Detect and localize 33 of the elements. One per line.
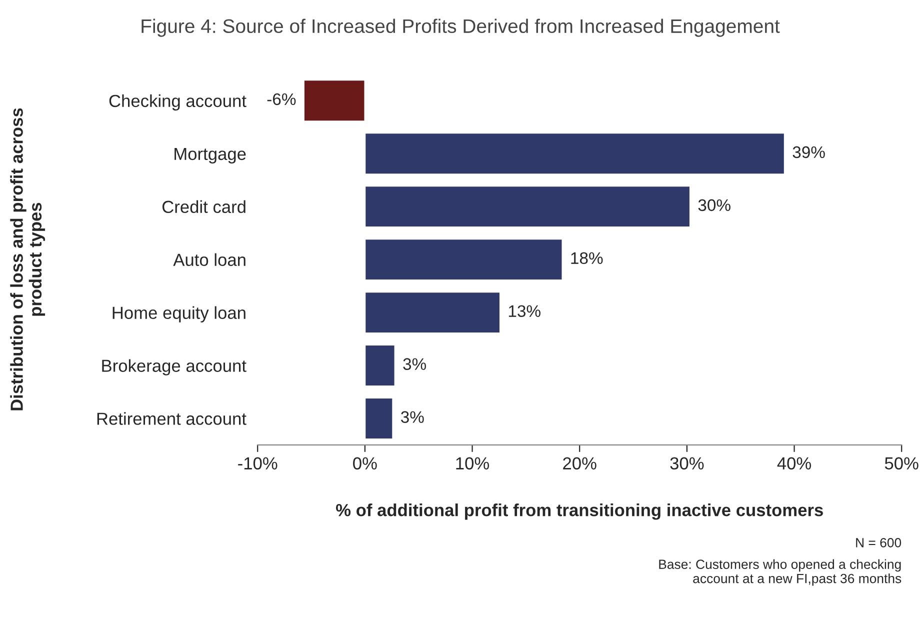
data-label: 3% [403,358,426,370]
bar [364,344,396,387]
data-label: 13% [508,305,540,318]
text: N = 600 [856,538,902,548]
y-tick-label: Auto loan [173,253,246,266]
x-tick-label: -10% [238,457,278,470]
x-tick-label: 20% [563,457,596,470]
bar [364,397,394,440]
data-label: 3% [400,411,424,423]
data-label: 30% [698,199,730,212]
y-tick-label: Credit card [162,200,246,214]
bar [364,132,786,175]
bar [364,291,501,334]
data-label: -6% [267,93,296,106]
bar [364,238,564,281]
bar [303,79,366,122]
y-tick-label: Checking account [109,94,246,111]
y-tick-label: Brokerage account [102,359,246,376]
x-axis-title: % of additional profit from transitioning inactive customers [336,504,823,520]
x-tick-label: 10% [456,457,490,470]
x-tick-label: 50% [884,457,918,470]
data-label: 39% [792,146,825,158]
data-label: 18% [571,252,603,264]
x-tick-label: 40% [777,457,812,470]
x-tick-label: 30% [670,457,704,470]
y-axis-title: Distribution of loss and profit across product types [10,108,46,410]
y-tick-label: Home equity loan [112,306,246,322]
x-tick-label: 0% [353,457,377,470]
chart-title: Figure 4: Source of Increased Profits Derived from Increased Engagement [142,18,780,37]
text: Base: Customers who opened a checking account at a new FI,past 36 months [659,559,902,586]
y-tick-label: Mortgage [174,148,246,164]
bar [364,185,691,228]
y-tick-label: Retirement account [97,412,246,425]
